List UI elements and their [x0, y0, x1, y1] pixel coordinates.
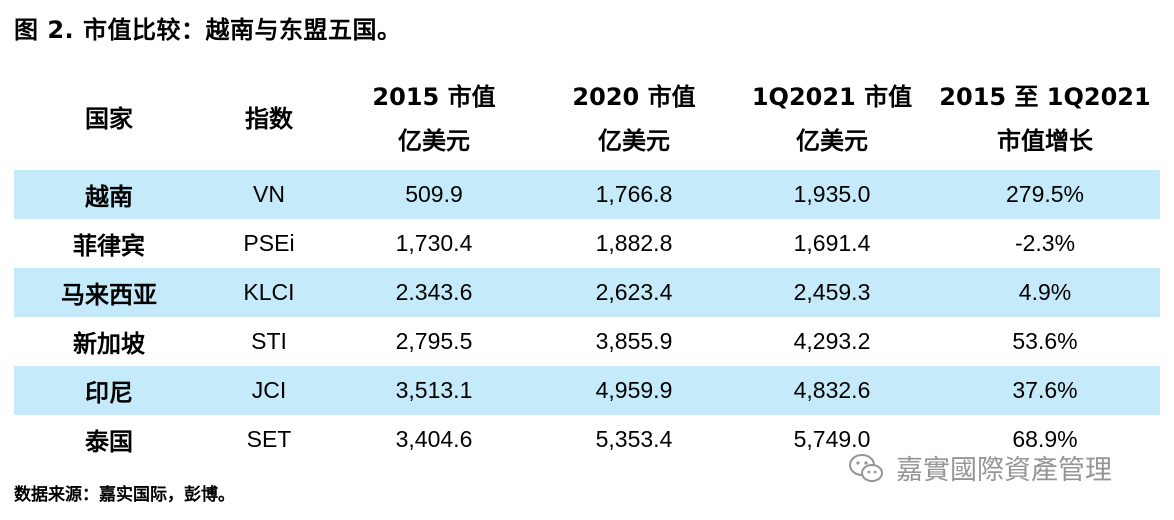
watermark-text: 嘉實國際資產管理 [896, 455, 1112, 486]
header-country: 国家 [85, 105, 133, 133]
header-growth-line2: 市值增长 [997, 127, 1093, 155]
market-cap-table: 国家 指数 2015 市值 亿美元 2020 市值 亿美元 1Q2021 市值 … [14, 68, 1160, 464]
cell-cap-2015: 1,730.4 [395, 230, 473, 256]
watermark: 嘉實國際資產管理 [848, 448, 1112, 487]
cell-index: KLCI [204, 268, 334, 317]
cell-growth: 68.9% [1012, 426, 1078, 452]
cell-growth: 279.5% [930, 170, 1160, 219]
header-cap-2015: 2015 市值 亿美元 [334, 68, 534, 170]
cell-country: 印尼 [14, 366, 204, 415]
header-index: 指数 [245, 105, 293, 133]
cell-cap-2015: 509.9 [334, 170, 534, 219]
cell-index: SET [246, 426, 292, 452]
cell-cap-2015: 3,513.1 [334, 366, 534, 415]
cell-cap-2020: 3,855.9 [595, 328, 673, 354]
table-row: 菲律宾 PSEi 1,730.4 1,882.8 1,691.4 -2.3% [14, 219, 1160, 268]
cell-cap-1q2021: 5,749.0 [793, 426, 871, 452]
header-cap-1q2021: 1Q2021 市值 亿美元 [734, 68, 930, 170]
cell-cap-1q2021: 1,691.4 [793, 230, 871, 256]
figure-title: 图 2. 市值比较：越南与东盟五国。 [14, 16, 402, 44]
cell-cap-2015: 2,795.5 [395, 328, 473, 354]
table-row: 泰国 SET 3,404.6 5,353.4 5,749.0 68.9% [14, 415, 1160, 464]
table-header-row: 国家 指数 2015 市值 亿美元 2020 市值 亿美元 1Q2021 市值 … [14, 68, 1160, 170]
header-cap-2015-line2: 亿美元 [398, 127, 470, 155]
cell-growth: 4.9% [930, 268, 1160, 317]
wechat-icon [848, 452, 884, 484]
header-growth-line1: 2015 至 1Q2021 [939, 83, 1151, 111]
cell-cap-1q2021: 2,459.3 [734, 268, 930, 317]
cell-growth: 37.6% [930, 366, 1160, 415]
cell-country: 泰国 [85, 428, 133, 456]
cell-cap-2020: 5,353.4 [595, 426, 673, 452]
cell-country: 马来西亚 [14, 268, 204, 317]
cell-index: STI [251, 328, 287, 354]
cell-cap-2020: 4,959.9 [534, 366, 734, 415]
cell-growth: -2.3% [1014, 230, 1076, 256]
cell-cap-1q2021: 1,935.0 [734, 170, 930, 219]
header-cap-2020: 2020 市值 亿美元 [534, 68, 734, 170]
cell-cap-1q2021: 4,832.6 [734, 366, 930, 415]
header-cap-1q2021-line1: 1Q2021 市值 [751, 83, 913, 111]
cell-growth: 53.6% [1012, 328, 1078, 354]
cell-index: VN [204, 170, 334, 219]
data-source-note: 数据来源：嘉实国际，彭博。 [14, 485, 235, 505]
cell-cap-2020: 1,766.8 [534, 170, 734, 219]
header-cap-2020-line1: 2020 市值 [572, 83, 696, 111]
table-row: 新加坡 STI 2,795.5 3,855.9 4,293.2 53.6% [14, 317, 1160, 366]
cell-index: JCI [204, 366, 334, 415]
table-row: 越南 VN 509.9 1,766.8 1,935.0 279.5% [14, 170, 1160, 219]
cell-country: 菲律宾 [73, 232, 145, 260]
cell-cap-1q2021: 4,293.2 [793, 328, 871, 354]
header-growth: 2015 至 1Q2021 市值增长 [930, 68, 1160, 170]
cell-country: 新加坡 [73, 330, 145, 358]
table-row: 印尼 JCI 3,513.1 4,959.9 4,832.6 37.6% [14, 366, 1160, 415]
cell-index: PSEi [243, 230, 295, 256]
header-cap-2020-line2: 亿美元 [598, 127, 670, 155]
cell-cap-2020: 1,882.8 [595, 230, 673, 256]
header-cap-2015-line1: 2015 市值 [372, 83, 496, 111]
header-cap-1q2021-line2: 亿美元 [796, 127, 868, 155]
cell-country: 越南 [14, 170, 204, 219]
cell-cap-2020: 2,623.4 [534, 268, 734, 317]
cell-cap-2015: 3,404.6 [395, 426, 473, 452]
table-row: 马来西亚 KLCI 2.343.6 2,623.4 2,459.3 4.9% [14, 268, 1160, 317]
cell-cap-2015: 2.343.6 [334, 268, 534, 317]
